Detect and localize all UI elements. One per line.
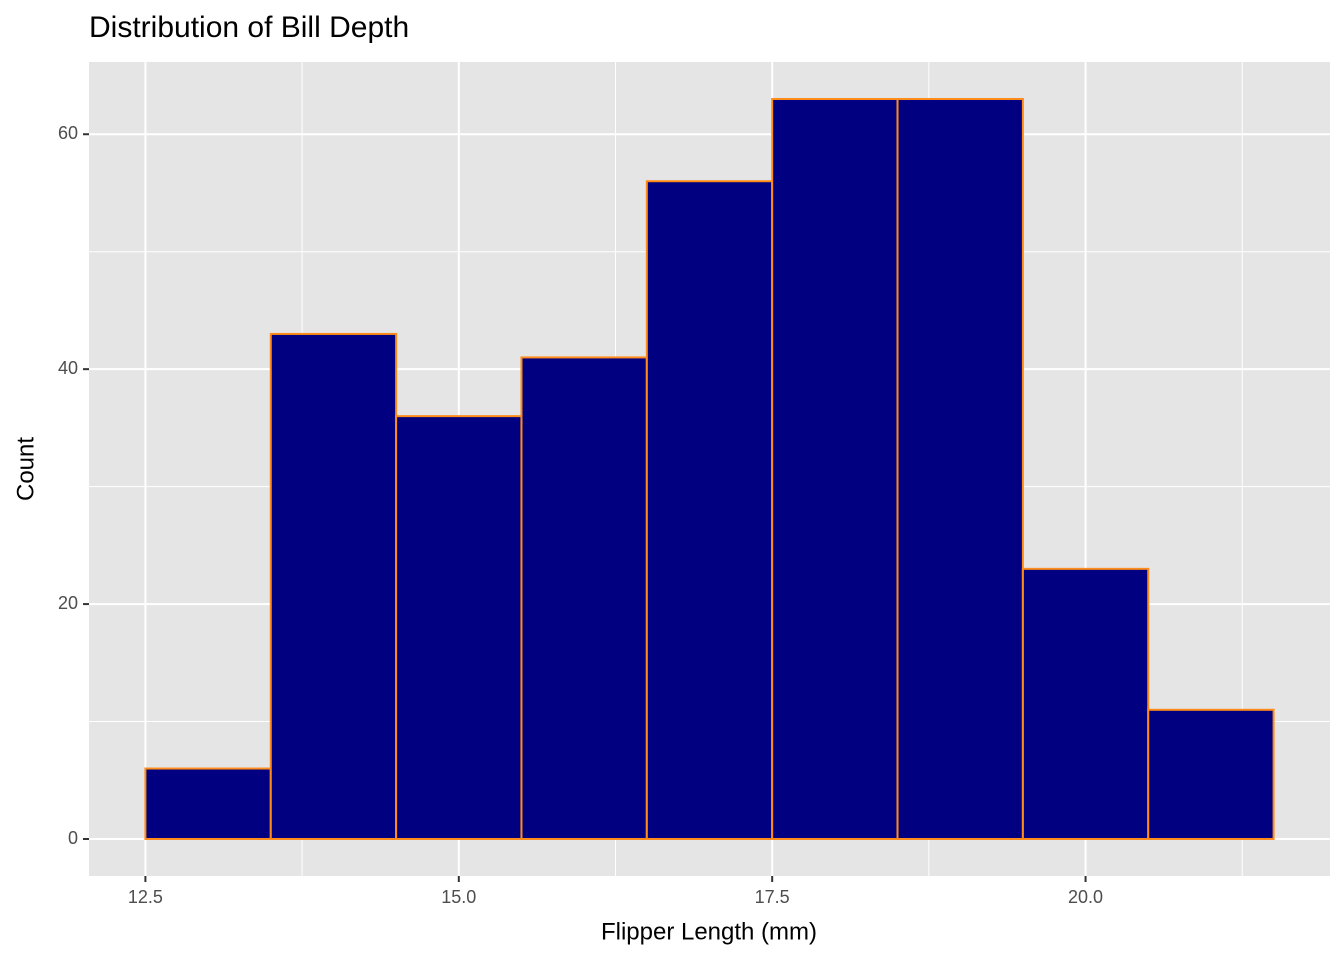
bar <box>395 415 523 840</box>
x-axis-title: Flipper Length (mm) <box>601 918 817 945</box>
y-tick-label: 0 <box>68 828 78 848</box>
bar <box>144 767 272 840</box>
bar <box>269 332 398 840</box>
chart-title: Distribution of Bill Depth <box>89 11 409 44</box>
bar <box>520 356 648 840</box>
x-tick-label: 17.5 <box>755 887 790 907</box>
x-tick-label: 12.5 <box>128 887 163 907</box>
x-tick-label: 20.0 <box>1068 887 1103 907</box>
x-tick-label: 15.0 <box>441 887 476 907</box>
bar <box>645 180 774 840</box>
bar <box>1021 567 1150 840</box>
y-tick-label: 40 <box>58 358 78 378</box>
y-tick-label: 60 <box>58 123 78 143</box>
bar <box>1147 708 1275 840</box>
bar <box>771 98 899 840</box>
bar <box>896 98 1024 840</box>
y-axis-title: Count <box>12 437 39 501</box>
y-tick-label: 20 <box>58 593 78 613</box>
